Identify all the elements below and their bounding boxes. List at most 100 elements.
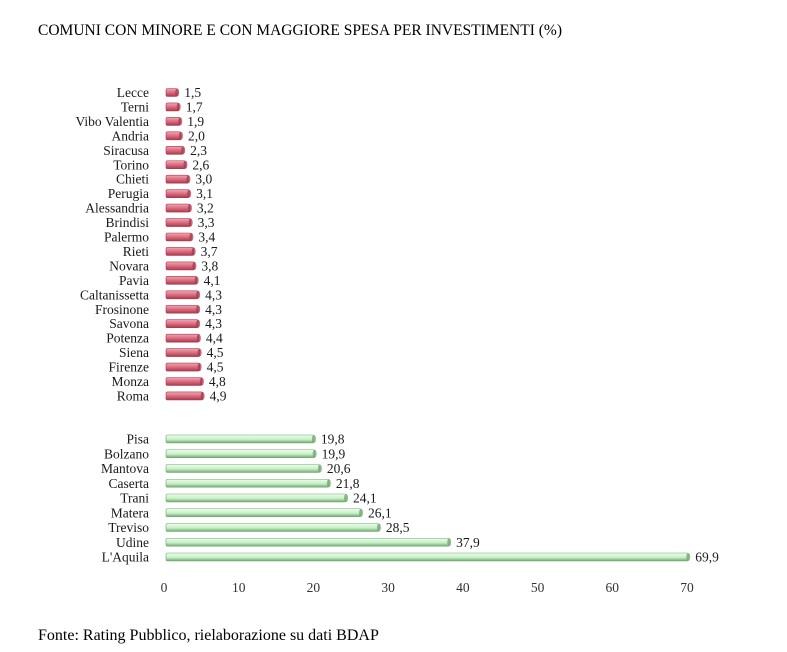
bar-end-cap <box>196 334 201 343</box>
bar-firenze <box>165 362 200 372</box>
bar-potenza <box>165 333 200 343</box>
bar-roma <box>165 391 203 401</box>
x-tick-label: 50 <box>531 580 545 595</box>
x-tick-label: 0 <box>161 580 168 595</box>
bar-end-cap <box>311 435 316 443</box>
bar-end-cap <box>317 464 322 473</box>
category-label: L'Aquila <box>102 550 149 565</box>
data-label: 2,0 <box>188 128 205 143</box>
bar-end-cap <box>312 449 317 458</box>
bar-end-cap <box>187 189 192 198</box>
data-label: 4,9 <box>210 388 227 403</box>
bar-vibo-valentia <box>165 117 181 126</box>
bar-palermo <box>165 232 192 242</box>
bar-end-cap <box>181 146 186 155</box>
category-label: Andria <box>112 128 150 143</box>
data-label: 4,3 <box>205 287 222 302</box>
bar-end-cap <box>200 391 205 400</box>
bar-caltanissetta <box>165 290 199 300</box>
bar-end-cap <box>194 276 199 285</box>
data-label: 20,6 <box>327 461 351 476</box>
category-label: Roma <box>117 388 149 403</box>
bar-monza <box>165 377 203 386</box>
bar-alessandria <box>165 203 191 213</box>
category-label: Chieti <box>116 172 149 187</box>
data-label: 1,5 <box>184 85 201 100</box>
bar-caserta <box>165 478 330 488</box>
data-label: 19,9 <box>322 446 346 461</box>
bar-end-cap <box>178 131 183 140</box>
bar-udine <box>165 537 450 547</box>
bar-end-cap <box>376 523 381 532</box>
bar-frosinone <box>165 304 199 314</box>
category-label: Udine <box>116 535 149 550</box>
bar-end-cap <box>344 494 349 502</box>
data-label: 1,9 <box>187 114 204 129</box>
bar-mantova <box>165 464 321 473</box>
bar-end-cap <box>176 102 181 111</box>
bar-siracusa <box>165 146 184 155</box>
category-label: Monza <box>112 374 150 389</box>
category-label: Palermo <box>104 230 149 245</box>
category-label: Pavia <box>119 273 149 288</box>
data-label: 3,2 <box>197 201 214 216</box>
bar-end-cap <box>199 377 204 386</box>
x-tick-label: 40 <box>456 580 470 595</box>
bar-end-cap <box>326 479 331 488</box>
bar-pavia <box>165 276 197 285</box>
x-tick-label: 20 <box>307 580 321 595</box>
bar-end-cap <box>196 319 201 328</box>
bar-end-cap <box>447 538 452 547</box>
bar-bolzano <box>165 449 315 459</box>
bar-end-cap <box>191 247 196 256</box>
bar-matera <box>165 508 362 518</box>
data-label: 3,1 <box>196 186 213 201</box>
bar-brindisi <box>165 218 191 227</box>
data-label: 3,8 <box>201 258 218 273</box>
bar-end-cap <box>192 261 197 270</box>
bar-end-cap <box>686 553 691 561</box>
bar-end-cap <box>178 117 183 126</box>
category-label: Pisa <box>126 432 149 447</box>
bar-end-cap <box>175 88 180 97</box>
category-label: Caltanissetta <box>80 287 149 302</box>
bar-andria <box>165 131 182 141</box>
source-note: Fonte: Rating Pubblico, rielaborazione s… <box>38 627 379 644</box>
bar-end-cap <box>188 218 193 227</box>
category-label: Brindisi <box>105 215 149 230</box>
bars-layer: Lecce 1,5 Terni 1,7 Vibo Valentia 1,9 Andria 2,… <box>75 85 719 565</box>
bar-rieti <box>165 247 194 256</box>
data-label: 26,1 <box>368 505 392 520</box>
category-label: Potenza <box>106 331 149 346</box>
bar-torino <box>165 160 186 170</box>
bar-pisa <box>165 434 315 444</box>
category-label: Firenze <box>109 360 149 375</box>
bar-end-cap <box>187 204 192 213</box>
category-label: Lecce <box>117 85 149 100</box>
data-label: 3,4 <box>198 230 215 245</box>
data-label: 28,5 <box>386 520 410 535</box>
category-label: Terni <box>121 99 150 114</box>
category-label: Treviso <box>108 520 149 535</box>
x-tick-label: 30 <box>381 580 395 595</box>
bar-end-cap <box>186 175 191 184</box>
data-label: 2,3 <box>190 143 207 158</box>
category-label: Torino <box>113 157 149 172</box>
x-tick-label: 60 <box>606 580 620 595</box>
category-label: Vibo Valentia <box>75 114 149 129</box>
bar-end-cap <box>359 508 364 517</box>
data-label: 24,1 <box>353 491 377 506</box>
category-label: Savona <box>109 316 149 331</box>
data-label: 4,5 <box>207 360 224 375</box>
category-label: Perugia <box>108 186 149 201</box>
data-label: 4,3 <box>205 302 222 317</box>
category-label: Alessandria <box>85 201 149 216</box>
data-label: 4,4 <box>206 331 223 346</box>
category-label: Caserta <box>109 476 149 491</box>
bar-end-cap <box>196 290 201 299</box>
category-label: Novara <box>109 258 149 273</box>
category-label: Frosinone <box>95 302 149 317</box>
bar-end-cap <box>196 305 201 314</box>
bar-l-aquila <box>165 552 689 562</box>
bar-savona <box>165 319 199 329</box>
